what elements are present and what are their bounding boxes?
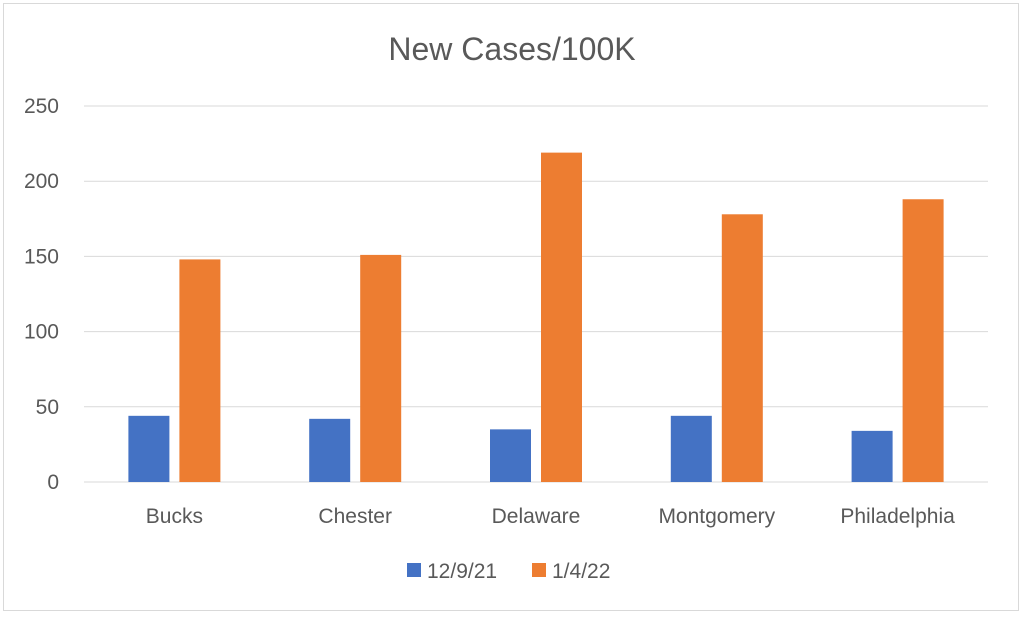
- y-tick-label: 100: [24, 321, 59, 344]
- bar-series1: [128, 415, 170, 482]
- x-category-label: Chester: [318, 505, 392, 528]
- bar-series2: [360, 254, 402, 482]
- legend-swatch: [532, 563, 546, 577]
- chart-title: New Cases/100K: [388, 31, 635, 67]
- chart-frame: [3, 3, 1019, 611]
- legend-label: 12/9/21: [427, 560, 497, 583]
- y-axis-ticks: 0 50 100 150 200 250: [24, 95, 59, 494]
- x-category-label: Bucks: [146, 505, 203, 528]
- gridlines: [84, 105, 988, 483]
- bar-series1: [309, 418, 351, 482]
- y-tick-label: 50: [36, 396, 59, 419]
- bar-series1: [670, 415, 712, 482]
- x-category-label: Philadelphia: [840, 505, 955, 528]
- bar-series2: [902, 199, 944, 483]
- y-tick-label: 200: [24, 170, 59, 193]
- bar-series1: [490, 429, 531, 482]
- bars: [128, 152, 944, 483]
- legend-label: 1/4/22: [552, 560, 610, 583]
- x-category-label: Montgomery: [658, 505, 775, 528]
- legend: 12/9/21 1/4/22: [407, 560, 610, 583]
- bar-series1: [851, 430, 893, 482]
- x-category-label: Delaware: [492, 505, 581, 528]
- x-axis-labels: Bucks Chester Delaware Montgomery Philadelph…: [146, 505, 955, 528]
- bar-series2: [541, 152, 582, 482]
- bar-series2: [721, 214, 763, 482]
- legend-swatch: [407, 563, 421, 577]
- y-tick-label: 250: [24, 95, 59, 118]
- y-tick-label: 0: [47, 471, 59, 494]
- y-tick-label: 150: [24, 245, 59, 268]
- bar-series2: [179, 259, 221, 482]
